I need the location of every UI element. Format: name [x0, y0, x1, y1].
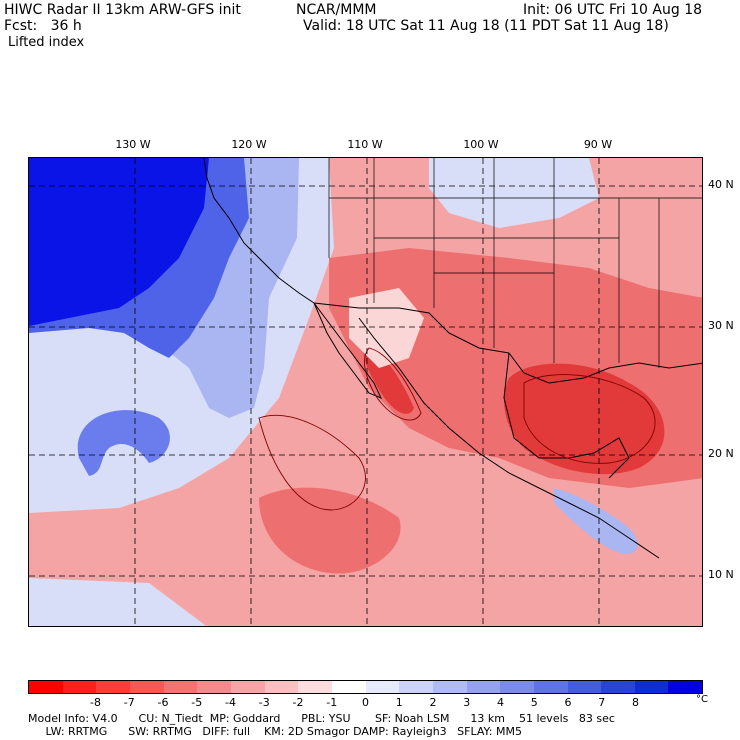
yucatan-coast — [503, 352, 630, 479]
lon-label-120w: 120 W — [231, 138, 267, 151]
east-pacific-unstable — [259, 487, 401, 574]
legend-tick-label: -7 — [123, 696, 135, 709]
legend-swatch — [96, 681, 130, 693]
legend-tick-label: -6 — [157, 696, 169, 709]
lifted-index-map — [28, 157, 703, 627]
legend-swatch — [197, 681, 231, 693]
legend-swatch — [668, 681, 703, 693]
forecast-hour: Fcst: 36 h — [4, 18, 82, 34]
baja-california-coast — [313, 302, 382, 399]
mexico-pacific-coast — [358, 317, 660, 559]
legend-swatch — [163, 681, 198, 693]
central-america-stable — [554, 488, 638, 554]
pacific-swirl — [77, 410, 170, 476]
legend-swatch — [432, 681, 467, 693]
legend-tick-label: 0 — [362, 696, 369, 709]
plains-stable — [429, 158, 599, 228]
legend-swatch — [298, 681, 332, 693]
legend-swatch — [634, 681, 669, 693]
legend-tick-label: 2 — [429, 696, 437, 709]
valid-time: Valid: 18 UTC Sat 11 Aug 18 (11 PDT Sat … — [303, 18, 669, 34]
legend-tick-label: -2 — [292, 696, 304, 709]
field-name: Lifted index — [8, 35, 85, 50]
lon-label-90w: 90 W — [583, 138, 613, 151]
legend-tick-label: -4 — [225, 696, 236, 709]
init-time: Init: 06 UTC Fri 10 Aug 18 — [523, 2, 703, 18]
lat-label-10n: 10 N — [708, 568, 734, 581]
lat-label-30n: 30 N — [708, 319, 734, 332]
legend-swatch — [230, 681, 265, 693]
pacific-deep-blue-region — [29, 158, 209, 326]
footer-model-info: Model Info: V4.0 CU: N_Tiedt MP: Goddard… — [28, 712, 615, 725]
lon-label-130w: 130 W — [115, 138, 151, 151]
legend-tick-label: 7 — [598, 696, 606, 709]
legend-swatch — [29, 681, 63, 693]
legend-swatch — [567, 681, 602, 693]
lat-label-20n: 20 N — [708, 447, 734, 460]
li-contour-gulf — [523, 374, 656, 464]
legend-unit: °C — [696, 694, 708, 705]
gulf-deep-unstable-core — [504, 363, 665, 475]
li-contour-mexico — [363, 347, 422, 421]
legend-tick-label: 4 — [497, 696, 504, 709]
us-mexico-border — [313, 302, 510, 354]
legend-swatch — [466, 681, 501, 693]
legend-tick-label: 8 — [632, 696, 639, 709]
us-state-lines — [328, 158, 702, 368]
legend-colorbar — [28, 680, 703, 694]
legend-tick-label: -3 — [258, 696, 270, 709]
legend-swatch — [129, 681, 164, 693]
legend-tick-label: -1 — [326, 696, 338, 709]
legend-tick-label: 5 — [530, 696, 538, 709]
lat-lon-gridlines — [29, 158, 702, 626]
legend-swatch — [500, 681, 534, 693]
model-title: HIWC Radar II 13km ARW-GFS init — [4, 2, 241, 18]
south-pacific-stable — [29, 578, 207, 626]
li-contour-west — [258, 414, 366, 511]
legend-tick-label: -8 — [90, 696, 101, 709]
legend-swatch — [601, 681, 635, 693]
legend-swatch — [331, 681, 366, 693]
gulf-coastline — [508, 352, 702, 384]
agency-label: NCAR/MMM — [296, 2, 377, 18]
legend-swatch — [399, 681, 433, 693]
legend-swatch — [62, 681, 97, 693]
legend-tick-label: 3 — [463, 696, 471, 709]
lon-label-110w: 110 W — [347, 138, 383, 151]
legend-swatch — [264, 681, 299, 693]
footer-physics-info: LW: RRTMG SW: RRTMG DIFF: full KM: 2D Sm… — [28, 725, 522, 738]
lon-label-100w: 100 W — [463, 138, 499, 151]
legend-tick-label: 6 — [564, 696, 572, 709]
legend-swatch — [365, 681, 400, 693]
legend-tick-label: 1 — [395, 696, 403, 709]
legend-swatch — [533, 681, 568, 693]
us-west-coastline — [203, 158, 315, 304]
legend-tick-label: -5 — [191, 696, 203, 709]
lat-label-40n: 40 N — [708, 178, 734, 191]
